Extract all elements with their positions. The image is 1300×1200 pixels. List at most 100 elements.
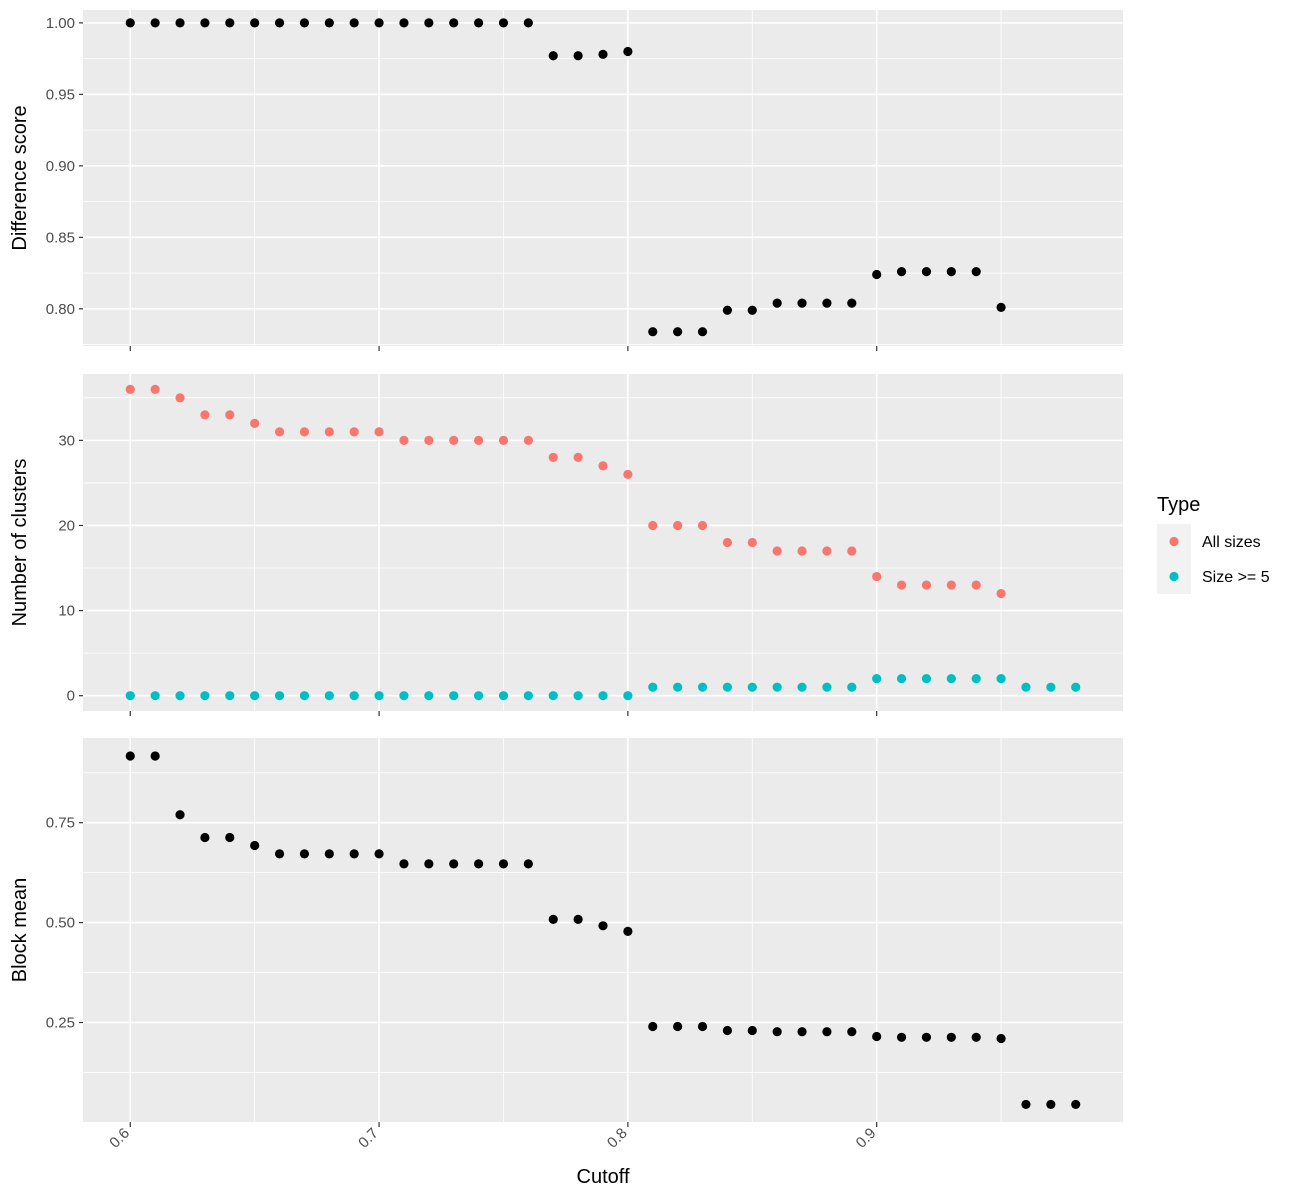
legend: Type All sizes Size >= 5 [1157, 494, 1270, 594]
data-point: 0.93, 0.826 [946, 267, 956, 277]
legend-key-marker [1169, 536, 1179, 547]
data-point: 0.91, 0.826 [896, 267, 907, 277]
series-all-sizes: 0.6, 36 0.61, 36 0.62, 35 0.63, 33 0.64, 33 0… [125, 384, 1006, 599]
data-point: 0.86, 0.227 [772, 1027, 782, 1037]
data-point: 0.61, 1 [150, 18, 160, 28]
data-point: 0.7, 31 [374, 427, 384, 437]
series-top: 0.6, 1 0.61, 1 0.62, 1 0.63, 1 0.64, 1 0.65, … [125, 18, 1006, 337]
data-point: 0.98, 0.045 [1071, 1099, 1081, 1110]
panel-middle: 0 10 20 30 Number of clusters 0.6, 36 0.61, 36… [9, 374, 1123, 716]
data-point: 0.7, 1 [374, 18, 384, 28]
data-point: 0.61, 36 [150, 384, 160, 394]
data-point: 0.67, 0.672 [299, 849, 310, 859]
data-point: 0.87, 0.227 [797, 1027, 807, 1037]
data-point: 0.89, 0.804 [847, 298, 857, 308]
data-point: 0.67, 0 [299, 691, 310, 701]
data-point: 0.98, 1 [1071, 682, 1081, 692]
y-tick-label: 0.85 [46, 229, 75, 246]
data-point: 0.72, 30 [424, 435, 434, 445]
data-point: 0.71, 0 [399, 691, 409, 701]
data-point: 0.94, 0.826 [971, 267, 981, 277]
data-point: 0.9, 0.824 [872, 269, 882, 280]
data-point: 0.74, 0 [473, 691, 484, 701]
data-point: 0.67, 1 [299, 18, 310, 28]
data-point: 0.82, 20 [673, 520, 683, 531]
data-point: 0.74, 1 [473, 18, 484, 28]
x-tick-label: 0.8 [604, 1125, 631, 1152]
data-point: 0.84, 18 [722, 537, 733, 548]
data-point: 0.62, 0.77 [175, 810, 185, 820]
data-point: 0.95, 2 [996, 674, 1006, 684]
data-point: 0.81, 1 [648, 682, 658, 692]
data-point: 0.65, 1 [250, 18, 260, 28]
data-point: 0.92, 0.826 [921, 267, 932, 277]
data-point: 0.74, 0.647 [473, 859, 484, 869]
y-tick-label: 0 [67, 688, 75, 705]
data-point: 0.69, 1 [349, 18, 359, 28]
panel-background [83, 10, 1123, 346]
data-point: 0.75, 0 [498, 691, 509, 701]
data-point: 0.63, 0.713 [200, 832, 210, 843]
y-axis-title: Block mean [9, 878, 31, 983]
data-point: 0.64, 0.713 [225, 832, 235, 843]
data-point: 0.76, 1 [523, 18, 533, 28]
data-point: 0.93, 2 [946, 674, 956, 684]
data-point: 0.64, 33 [225, 410, 235, 420]
data-point: 0.61, 0.917 [150, 751, 160, 761]
data-point: 0.73, 0 [449, 691, 459, 701]
data-point: 0.69, 31 [349, 427, 359, 437]
data-point: 0.8, 26 [623, 469, 633, 480]
data-point: 0.81, 20 [648, 520, 658, 531]
data-point: 0.83, 20 [697, 520, 708, 531]
data-point: 0.66, 1 [274, 18, 285, 28]
data-point: 0.96, 1 [1021, 682, 1031, 692]
data-point: 0.89, 1 [847, 682, 857, 692]
series-size-5: 0.6, 0 0.61, 0 0.62, 0 0.63, 0 0.64, 0 0.65, … [125, 674, 1081, 701]
y-tick-label: 1.00 [46, 15, 75, 32]
data-point: 0.97, 1 [1046, 682, 1056, 692]
data-point: 0.66, 0.672 [274, 849, 285, 859]
data-point: 0.84, 1 [722, 682, 733, 692]
data-point: 0.95, 0.801 [996, 302, 1006, 312]
data-point: 0.71, 0.647 [399, 859, 409, 869]
data-point: 0.75, 1 [498, 18, 509, 28]
data-point: 0.87, 0.804 [797, 298, 807, 308]
legend-key-marker [1169, 571, 1179, 582]
data-point: 0.72, 1 [424, 18, 434, 28]
data-point: 0.78, 28 [573, 452, 583, 462]
data-point: 0.8, 0 [623, 691, 633, 701]
data-point: 0.6, 0.917 [125, 751, 135, 761]
y-tick-label: 30 [58, 432, 75, 449]
y-tick-label: 20 [58, 517, 75, 534]
data-point: 0.77, 0.977 [548, 51, 558, 61]
legend-label: Size >= 5 [1202, 569, 1270, 586]
data-point: 0.94, 2 [971, 674, 981, 684]
y-tick-label: 0.25 [46, 1015, 75, 1032]
panel-top: 0.80 0.85 0.90 0.95 1.00 Difference score 0.6,… [9, 10, 1123, 351]
data-point: 0.91, 2 [896, 674, 907, 684]
data-point: 0.62, 0 [175, 691, 185, 701]
data-point: 0.88, 17 [822, 546, 832, 556]
data-point: 0.77, 0 [548, 691, 558, 701]
data-point: 0.76, 0.647 [523, 859, 533, 869]
y-tick-label: 0.50 [46, 915, 75, 932]
series-bottom: 0.6, 0.917 0.61, 0.917 0.62, 0.77 0.63, 0.7… [125, 751, 1081, 1110]
data-point: 0.69, 0.672 [349, 849, 359, 859]
data-point: 0.82, 0.24 [673, 1021, 683, 1032]
data-point: 0.65, 0.693 [250, 840, 260, 851]
data-point: 0.91, 0.213 [896, 1032, 907, 1042]
data-point: 0.67, 31 [299, 427, 310, 437]
data-point: 0.75, 0.647 [498, 859, 509, 869]
data-point: 0.71, 1 [399, 18, 409, 28]
data-point: 0.69, 0 [349, 691, 359, 701]
data-point: 0.72, 0 [424, 691, 434, 701]
data-point: 0.82, 0.784 [673, 327, 683, 337]
data-point: 0.9, 0.215 [872, 1031, 882, 1042]
legend-item: Size >= 5 [1157, 559, 1270, 594]
data-point: 0.68, 31 [324, 427, 334, 437]
data-point: 0.75, 30 [498, 435, 509, 445]
data-point: 0.77, 28 [548, 452, 558, 462]
legend-label: All sizes [1202, 534, 1261, 551]
y-tick-label: 0.90 [46, 158, 75, 175]
data-point: 0.65, 32 [250, 418, 260, 428]
